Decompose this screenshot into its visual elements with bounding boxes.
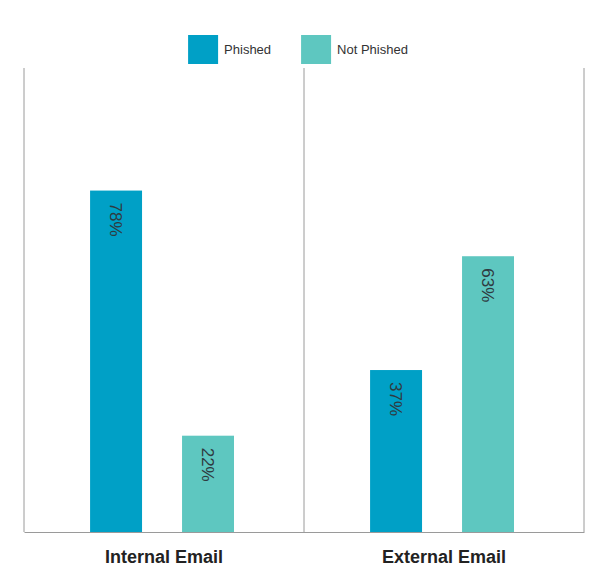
data-label: 78% — [106, 203, 125, 237]
tick: Internal Email — [105, 532, 223, 567]
legend-item: Phished — [188, 35, 271, 64]
data-label: 22% — [198, 448, 217, 482]
legend: Phished Not Phished — [188, 35, 408, 64]
bar — [462, 256, 514, 532]
bar — [90, 191, 142, 532]
bars — [90, 191, 514, 532]
x-axis: Internal Email External Email — [25, 532, 585, 567]
data-label: 37% — [386, 382, 405, 416]
frame-line — [304, 68, 305, 532]
legend-item: Not Phished — [301, 35, 408, 64]
plot: 78% 37% 22% 63% Internal Email External Email — [24, 68, 585, 567]
chart: 78% 37% 22% 63% Internal Email External Email… — [0, 0, 608, 574]
legend-label: Not Phished — [337, 42, 408, 57]
tick-label: Internal Email — [105, 547, 223, 567]
frame — [24, 68, 584, 532]
bar — [370, 370, 422, 532]
bar — [182, 436, 234, 532]
frame-line — [24, 68, 25, 532]
legend-swatch — [188, 35, 218, 64]
tick: External Email — [382, 532, 506, 567]
legend-label: Phished — [224, 42, 271, 57]
axis-line — [25, 532, 585, 533]
data-labels: 78% 37% 22% 63% — [106, 203, 497, 482]
tick-label: External Email — [382, 547, 506, 567]
data-label: 63% — [478, 268, 497, 302]
frame-line — [584, 68, 585, 532]
legend-swatch — [301, 35, 331, 64]
